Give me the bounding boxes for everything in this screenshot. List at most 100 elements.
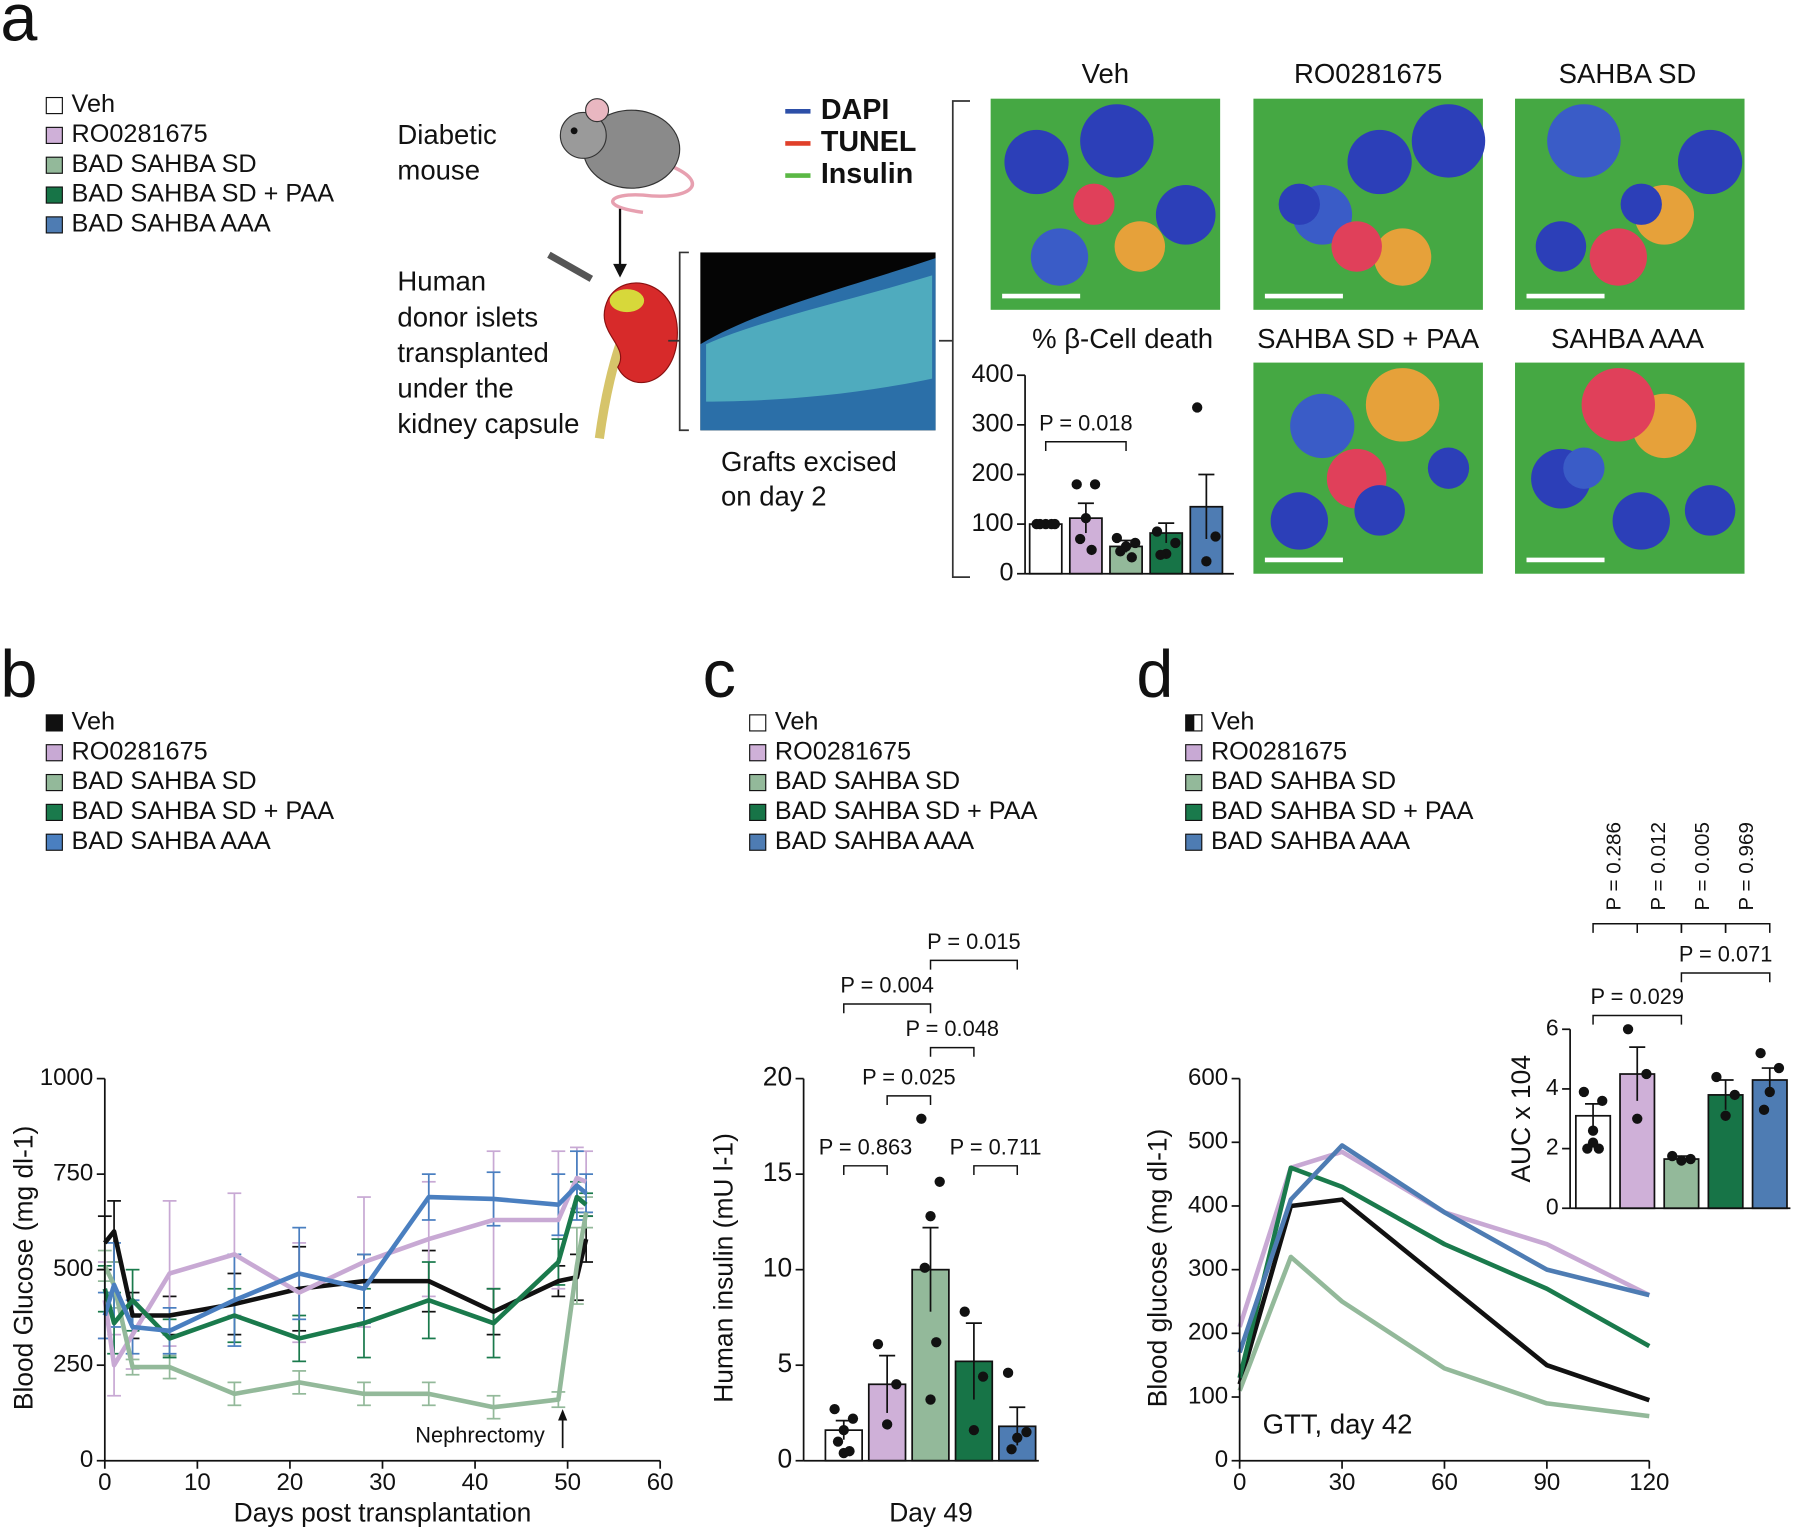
bracket: [1592, 922, 1638, 933]
data-point: [931, 1337, 942, 1348]
data-point: [916, 1113, 927, 1124]
y-tick-label: 0: [777, 1444, 792, 1474]
mouse-head: [559, 111, 607, 159]
data-point: [1130, 537, 1141, 549]
data-point: [1632, 1113, 1643, 1124]
legend-swatch-half: [1193, 714, 1203, 732]
y-axis-label: Blood Glucose (mg dl-1): [9, 1126, 39, 1410]
data-point: [934, 1176, 945, 1187]
bar: [1663, 1158, 1700, 1210]
legend-label: RO0281675: [72, 120, 208, 148]
data-point: [1587, 1137, 1599, 1148]
legend-swatch: [749, 773, 767, 792]
legend-swatch: [1185, 803, 1203, 822]
y-tick-label: 300: [971, 410, 1013, 438]
legend-label: BAD SAHBA AAA: [775, 827, 974, 855]
data-point: [968, 1424, 980, 1436]
data-point: [1667, 1150, 1678, 1162]
legend-swatch: [45, 96, 63, 115]
x-tick-label: 60: [647, 1469, 674, 1496]
y-tick-label: 200: [971, 459, 1013, 487]
diagram-text: donor islets: [397, 301, 538, 332]
y-tick-label: 6: [1546, 1014, 1559, 1040]
data-point: [1597, 1095, 1608, 1107]
data-point: [1711, 1071, 1722, 1083]
data-point: [1074, 533, 1086, 545]
legend-swatch: [45, 714, 63, 732]
x-tick-label: 0: [98, 1469, 111, 1496]
cell: [1354, 485, 1405, 536]
syringe: [547, 251, 594, 282]
panel-label: d: [1136, 638, 1173, 712]
data-point: [1729, 1089, 1740, 1101]
annotation: Nephrectomy: [415, 1422, 545, 1447]
kidney-graft: [609, 289, 645, 313]
p-value: P = 0.025: [862, 1064, 956, 1089]
bar: [1028, 523, 1063, 575]
bracket: [929, 1046, 975, 1057]
diagram-text: kidney capsule: [397, 408, 579, 439]
data-point: [1151, 526, 1163, 537]
p-value: P = 0.711: [950, 1134, 1042, 1159]
y-tick-label: 5: [777, 1348, 792, 1378]
legend-label: BAD SAHBA SD: [1211, 767, 1396, 795]
bracket: [1680, 922, 1727, 933]
mouse-tail: [611, 164, 695, 214]
data-point: [1080, 512, 1092, 524]
x-tick-label: 60: [1431, 1469, 1458, 1496]
data-point: [1641, 1068, 1652, 1080]
panel-label: a: [0, 0, 38, 56]
diagram-text: on day 2: [721, 480, 827, 511]
cell: [1080, 104, 1154, 178]
data-point: [1034, 518, 1046, 530]
x-tick-label: 30: [1329, 1469, 1356, 1496]
cell: [1547, 104, 1621, 178]
bracket: [1680, 972, 1771, 983]
y-tick-label: 0: [1546, 1193, 1559, 1219]
p-value: P = 0.863: [819, 1134, 913, 1159]
y-tick-label: 300: [1188, 1255, 1228, 1282]
y-tick-label: 4: [1546, 1074, 1559, 1100]
legend-label: BAD SAHBA SD + PAA: [72, 180, 335, 208]
cell: [1612, 492, 1670, 550]
series-line: [1237, 1165, 1651, 1379]
chart-title: % β-Cell death: [1032, 323, 1213, 354]
bracket: [939, 100, 970, 579]
legend-swatch: [1185, 773, 1203, 792]
cell: [1684, 485, 1736, 536]
data-point: [832, 1436, 844, 1447]
data-point: [959, 1306, 970, 1317]
x-tick-label: 30: [369, 1469, 396, 1496]
p-value: P = 0.286: [1603, 822, 1626, 911]
y-tick-label: 100: [971, 509, 1013, 537]
y-axis-label: AUC x 104: [1506, 1055, 1536, 1183]
cell: [1620, 183, 1662, 225]
image-title: RO0281675: [1294, 58, 1442, 89]
cell: [1373, 228, 1432, 286]
bracket: [973, 1165, 1019, 1175]
legend-label: BAD SAHBA AAA: [1211, 827, 1410, 855]
legend-swatch: [749, 714, 767, 732]
stain-label: Insulin: [821, 158, 913, 190]
arrow-head: [613, 263, 627, 278]
legend-label: RO0281675: [775, 737, 911, 765]
data-point: [1210, 531, 1221, 542]
legend-swatch: [45, 803, 63, 822]
series-line: [1237, 1143, 1650, 1354]
cell: [1290, 393, 1355, 459]
x-tick-label: 90: [1533, 1469, 1560, 1496]
cell: [1677, 129, 1743, 195]
cell: [1589, 228, 1647, 286]
image-title: SAHBA AAA: [1551, 323, 1705, 354]
x-tick-label: 50: [554, 1469, 581, 1496]
cell: [1270, 492, 1329, 550]
bracket: [1724, 922, 1771, 933]
y-tick-label: 600: [1188, 1064, 1228, 1091]
cell: [1563, 447, 1605, 489]
p-value: P = 0.029: [1590, 984, 1684, 1009]
data-point: [1755, 1047, 1766, 1059]
x-axis-label: Days post transplantation: [234, 1498, 532, 1528]
panel-label: c: [703, 638, 736, 712]
data-point: [881, 1419, 893, 1430]
